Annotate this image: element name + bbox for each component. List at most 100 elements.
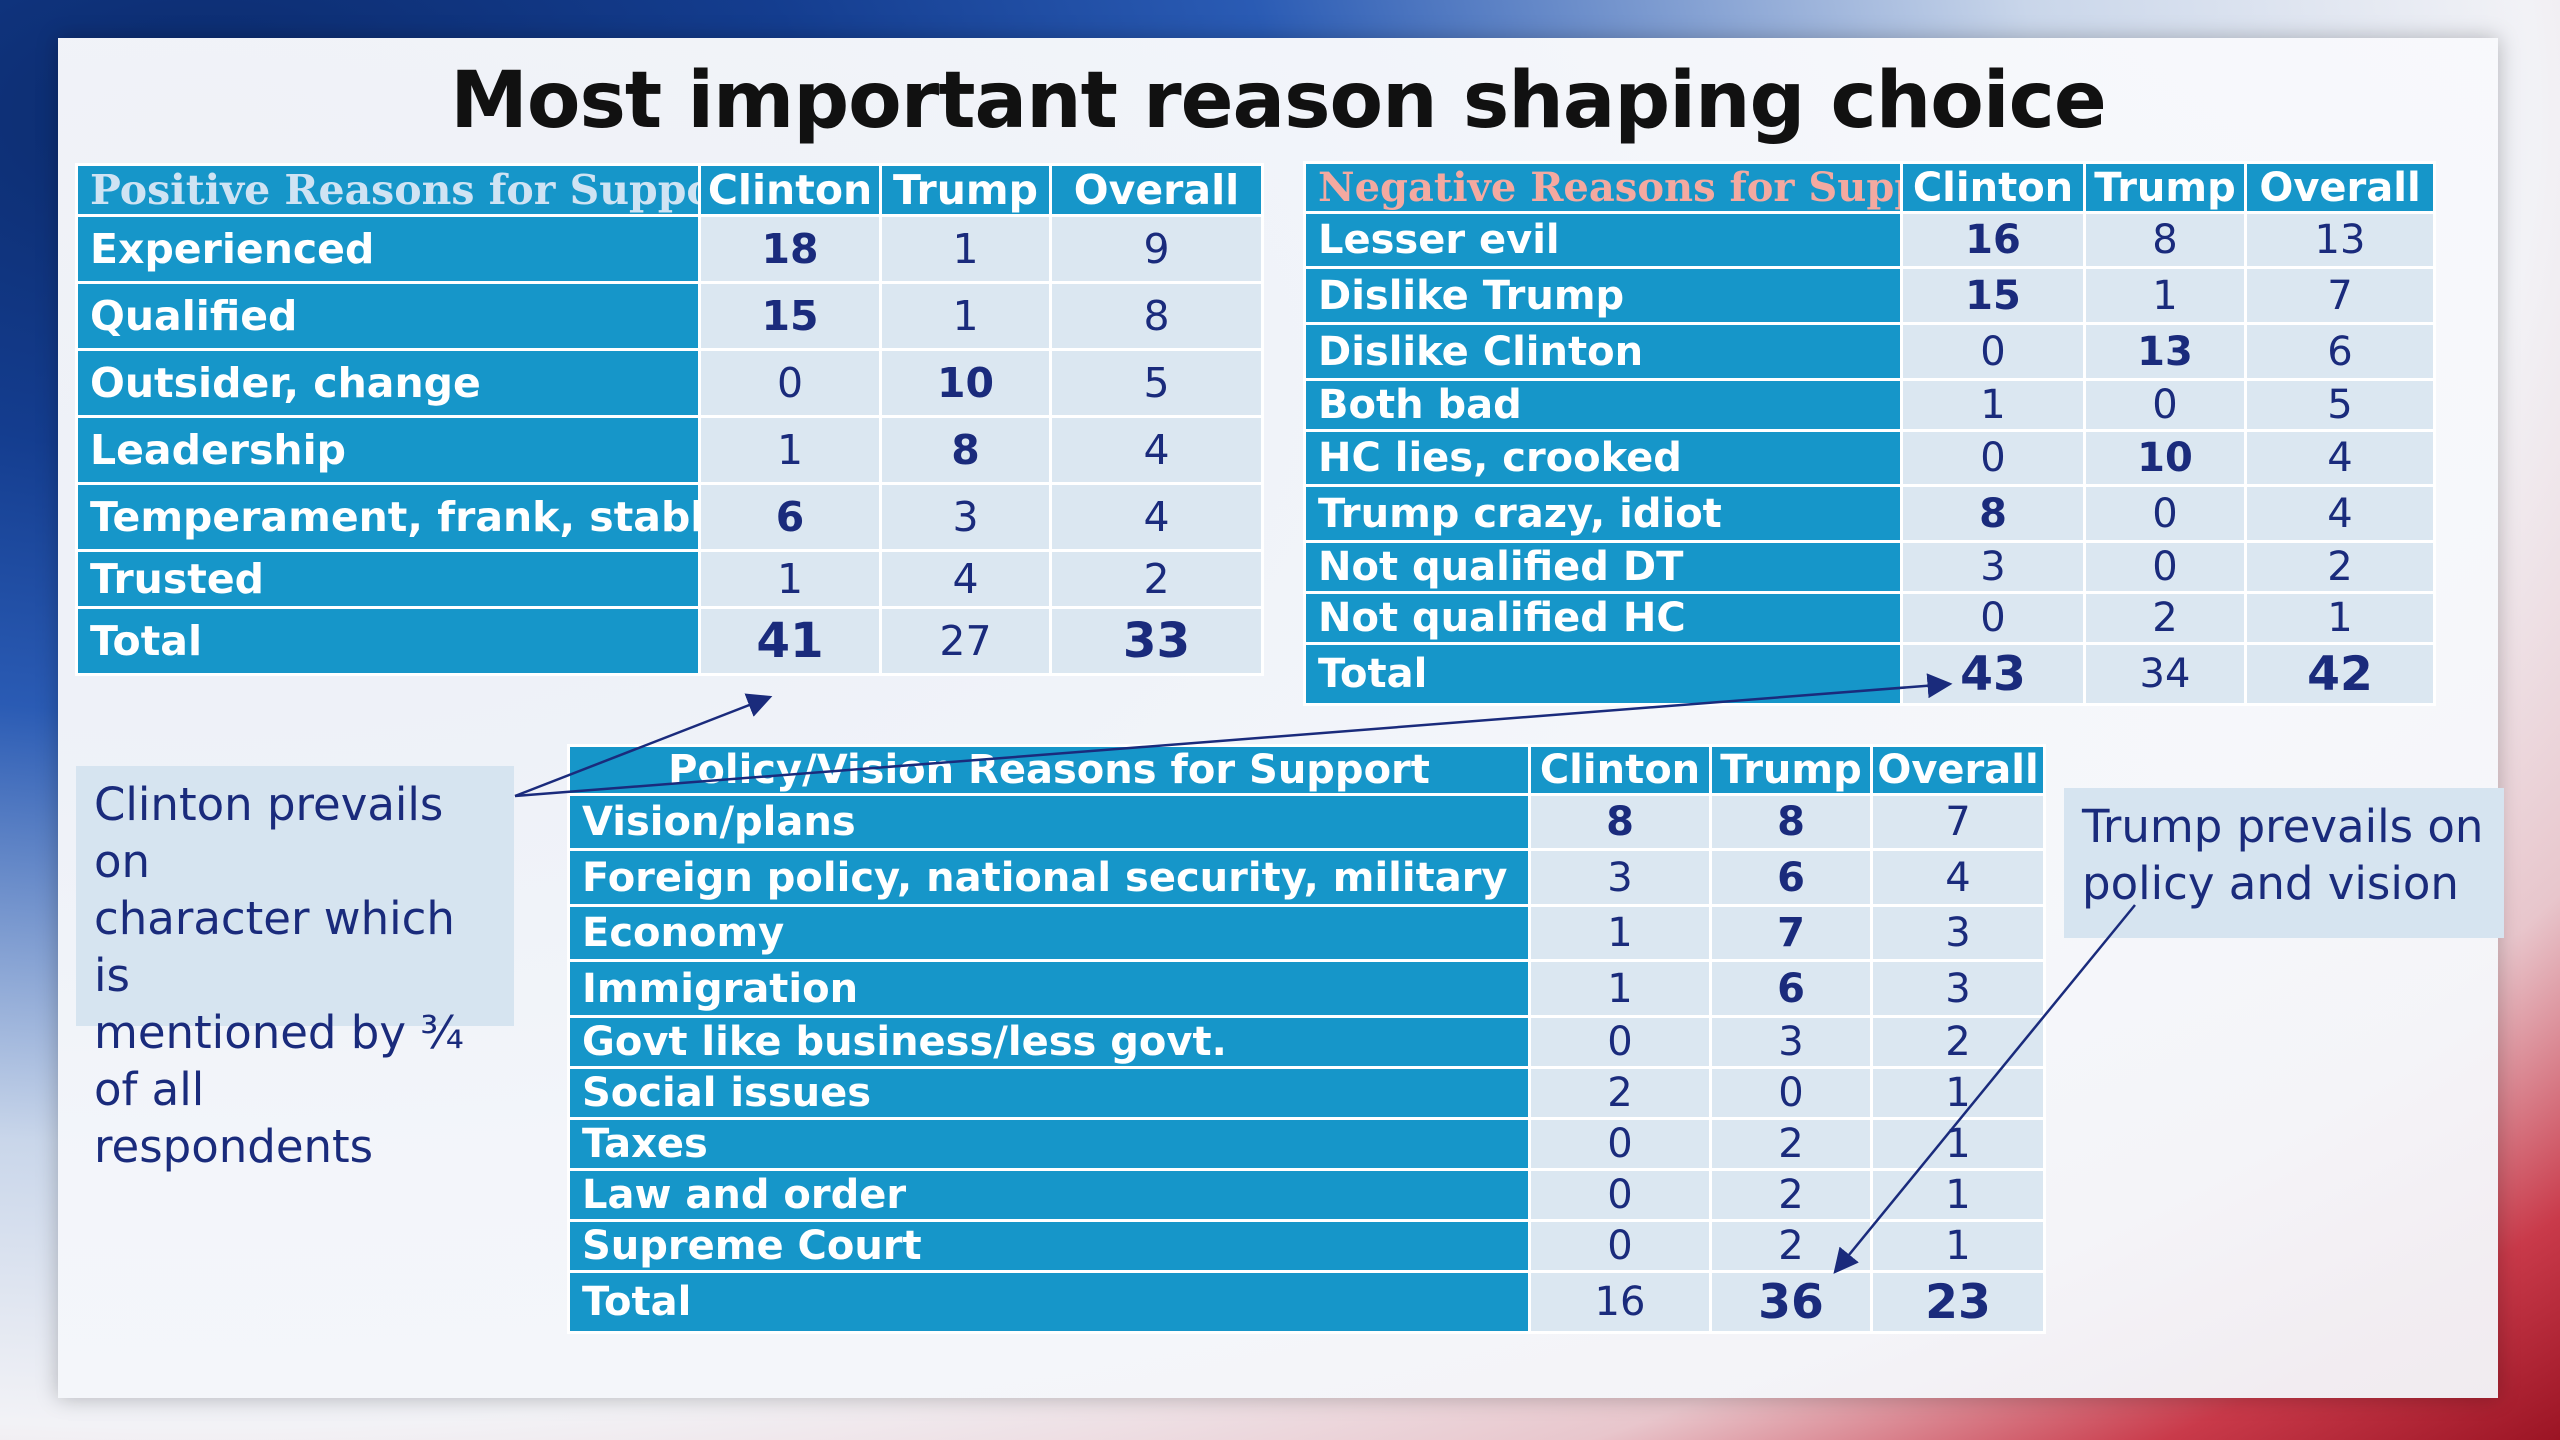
table-row: Total 41 27 33 [78,609,1261,673]
cell-clinton: 0 [1531,1018,1709,1066]
cell-clinton: 8 [1531,796,1709,848]
row-label: Dislike Clinton [1306,325,1900,378]
cell-overall: 23 [1873,1273,2043,1331]
row-label: Qualified [78,284,698,348]
callout-line: character which is [94,892,455,1002]
cell-clinton: 0 [1903,594,2083,642]
cell-clinton: 2 [1531,1069,1709,1117]
cell-clinton: 18 [701,217,879,281]
arrow-to-policy-total [1833,904,2136,1274]
table-row: Foreign policy, national security, milit… [570,851,2043,904]
row-label: Both bad [1306,381,1900,429]
table-row: Trusted 1 4 2 [78,552,1261,606]
cell-overall: 1 [2247,594,2433,642]
table-title-cell: Negative Reasons for Support [1306,164,1900,211]
cell-overall: 2 [1873,1018,2043,1066]
cell-overall: 4 [2247,487,2433,540]
table-row: Govt like business/less govt. 0 3 2 [570,1018,2043,1066]
cell-trump: 10 [2086,432,2244,484]
cell-trump: 8 [1712,796,1870,848]
column-header-trump: Trump [882,166,1049,214]
cell-clinton: 15 [1903,269,2083,322]
cell-clinton: 0 [701,351,879,415]
cell-overall: 13 [2247,214,2433,266]
cell-trump: 2 [1712,1171,1870,1219]
row-label: Leadership [78,418,698,482]
cell-overall: 4 [1052,485,1261,549]
row-label: Law and order [570,1171,1528,1219]
cell-clinton: 16 [1531,1273,1709,1331]
cell-trump: 2 [2086,594,2244,642]
row-label: Total [1306,645,1900,703]
cell-trump: 7 [1712,907,1870,959]
cell-trump: 6 [1712,851,1870,904]
table-row: HC lies, crooked 0 10 4 [1306,432,2433,484]
table-row: Dislike Clinton 0 13 6 [1306,325,2433,378]
row-label: Vision/plans [570,796,1528,848]
row-label: Foreign policy, national security, milit… [570,851,1528,904]
cell-trump: 10 [882,351,1049,415]
row-label: Trusted [78,552,698,606]
table-row: Total 43 34 42 [1306,645,2433,703]
cell-overall: 4 [2247,432,2433,484]
cell-overall: 6 [2247,325,2433,378]
arrow-to-negative-total [514,673,1953,798]
cell-clinton: 1 [1531,907,1709,959]
column-header-clinton: Clinton [701,166,879,214]
cell-trump: 8 [2086,214,2244,266]
cell-overall: 2 [1052,552,1261,606]
slide-title: Most important reason shaping choice [450,56,2106,146]
trump-callout: Trump prevails on policy and vision [2064,788,2504,938]
table-row: Outsider, change 0 10 5 [78,351,1261,415]
cell-overall: 4 [1052,418,1261,482]
cell-overall: 5 [1052,351,1261,415]
cell-trump: 1 [882,217,1049,281]
cell-overall: 7 [1873,796,2043,848]
cell-overall: 9 [1052,217,1261,281]
cell-clinton: 6 [701,485,879,549]
callout-line: policy and vision [2082,857,2459,910]
table-row: Not qualified HC 0 2 1 [1306,594,2433,642]
row-label: Experienced [78,217,698,281]
positive-reasons-table: Positive Reasons for Support Clinton Trump… [75,163,1264,676]
cell-overall: 2 [2247,543,2433,591]
column-header-trump: Trump [1712,747,1870,793]
cell-trump: 2 [1712,1120,1870,1168]
table-row: Not qualified DT 3 0 2 [1306,543,2433,591]
table-row: Immigration 1 6 3 [570,962,2043,1015]
row-label: HC lies, crooked [1306,432,1900,484]
table-row: Lesser evil 16 8 13 [1306,214,2433,266]
cell-clinton: 41 [701,609,879,673]
row-label: Supreme Court [570,1222,1528,1270]
cell-trump: 27 [882,609,1049,673]
cell-trump: 0 [2086,381,2244,429]
table-row: Law and order 0 2 1 [570,1171,2043,1219]
cell-overall: 3 [1873,907,2043,959]
row-label: Not qualified HC [1306,594,1900,642]
cell-clinton: 0 [1531,1171,1709,1219]
table-title-cell: Positive Reasons for Support [78,166,698,214]
column-header-clinton: Clinton [1903,164,2083,211]
cell-clinton: 3 [1531,851,1709,904]
row-label: Temperament, frank, stable [78,485,698,549]
table-row: Social issues 2 0 1 [570,1069,2043,1117]
cell-clinton: 16 [1903,214,2083,266]
cell-trump: 4 [882,552,1049,606]
cell-clinton: 0 [1531,1222,1709,1270]
clinton-callout: Clinton prevails on character which is m… [76,766,514,1173]
callout-line: Trump prevails on [2082,800,2484,853]
row-label: Dislike Trump [1306,269,1900,322]
cell-clinton: 0 [1903,432,2083,484]
cell-overall: 33 [1052,609,1261,673]
cell-overall: 4 [1873,851,2043,904]
table-row: Supreme Court 0 2 1 [570,1222,2043,1270]
cell-clinton: 15 [701,284,879,348]
cell-clinton: 0 [1903,325,2083,378]
row-label: Govt like business/less govt. [570,1018,1528,1066]
row-label: Social issues [570,1069,1528,1117]
cell-trump: 8 [882,418,1049,482]
callout-line: Clinton prevails on [94,778,444,888]
table-header-row: Positive Reasons for Support Clinton Trump… [78,166,1261,214]
cell-trump: 3 [1712,1018,1870,1066]
